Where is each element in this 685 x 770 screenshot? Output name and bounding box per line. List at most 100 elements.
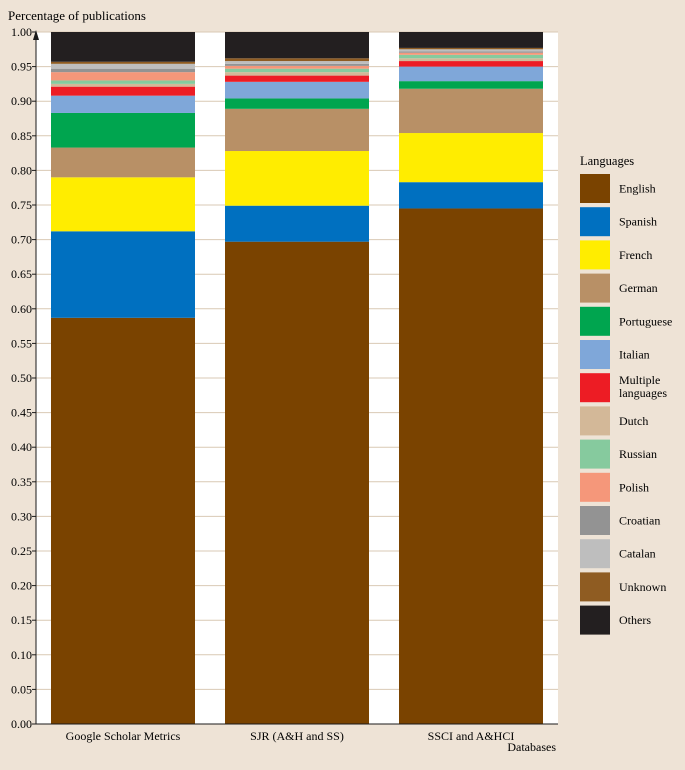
bar-segment-portuguese xyxy=(399,81,543,89)
bar-segment-others xyxy=(225,32,369,59)
legend-swatch-catalan xyxy=(580,539,610,569)
legend-label: Dutch xyxy=(619,414,648,428)
bar-segment-english xyxy=(399,208,543,724)
bar-segment-others xyxy=(399,32,543,48)
legend-swatch-unknown xyxy=(580,572,610,602)
bar-segment-russian xyxy=(51,80,195,84)
bar-segment-dutch xyxy=(399,58,543,62)
legend-label: Russian xyxy=(619,447,657,461)
bar-segment-german xyxy=(51,147,195,178)
y-tick-label: 0.55 xyxy=(11,336,32,350)
bar-segment-unknown xyxy=(399,47,543,50)
bar-segment-croatian xyxy=(51,68,195,73)
x-axis-label: Databases xyxy=(507,740,556,754)
bar-segment-unknown xyxy=(225,58,369,62)
y-tick-label: 0.40 xyxy=(11,440,32,454)
y-tick-label: 0.35 xyxy=(11,475,32,489)
bar-segment-unknown xyxy=(51,61,195,64)
legend-label: Italian xyxy=(619,348,650,362)
bars-group xyxy=(51,32,543,724)
legend-label: Unknown xyxy=(619,580,666,594)
bar-segment-italian xyxy=(51,95,195,113)
y-tick-label: 0.60 xyxy=(11,302,32,316)
y-tick-label: 0.25 xyxy=(11,544,32,558)
x-tick-label: SJR (A&H and SS) xyxy=(250,729,344,743)
legend-label: French xyxy=(619,248,652,262)
bar-segment-spanish xyxy=(399,182,543,209)
bar-segment-english xyxy=(51,317,195,724)
bar-segment-french xyxy=(399,133,543,183)
bar-segment-multiple-languages xyxy=(225,75,369,82)
legend-swatch-russian xyxy=(580,439,610,469)
y-tick-label: 0.65 xyxy=(11,267,32,281)
y-tick-label: 0.70 xyxy=(11,233,32,247)
legend-swatch-english xyxy=(580,174,610,203)
y-tick-label: 0.75 xyxy=(11,198,32,212)
legend-swatch-portuguese xyxy=(580,306,610,336)
bar-segment-polish xyxy=(51,72,195,81)
legend-label: Multiple languages xyxy=(619,373,667,400)
bar-segment-dutch xyxy=(225,72,369,76)
axes xyxy=(33,30,558,725)
legend-swatch-croatian xyxy=(580,506,610,535)
x-tick-label: SSCI and A&HCI xyxy=(428,729,515,743)
y-tick-label: 0.45 xyxy=(11,406,32,420)
x-tick-label: Google Scholar Metrics xyxy=(66,729,181,743)
bar-segment-french xyxy=(51,177,195,232)
bar-segment-portuguese xyxy=(51,112,195,148)
bar-segment-portuguese xyxy=(225,98,369,109)
legend-label: Spanish xyxy=(619,215,657,229)
bar-segment-english xyxy=(225,241,369,724)
y-tick-label: 0.20 xyxy=(11,579,32,593)
legend-label: Catalan xyxy=(619,547,656,561)
bar-segment-croatian xyxy=(225,63,369,66)
y-tick-label: 1.00 xyxy=(11,25,32,39)
y-tick-label: 0.30 xyxy=(11,509,32,523)
y-axis-arrow-icon xyxy=(33,30,39,40)
y-tick-label: 0.80 xyxy=(11,163,32,177)
bar-segment-french xyxy=(225,151,369,206)
legend-label: German xyxy=(619,281,658,295)
legend-label: Polish xyxy=(619,480,649,494)
bar-segment-german xyxy=(225,108,369,152)
y-axis-label: Percentage of publications xyxy=(8,8,146,23)
y-tick-label: 0.15 xyxy=(11,613,32,627)
y-tick-label: 0.10 xyxy=(11,648,32,662)
bar-segment-catalan xyxy=(225,61,369,64)
bar-segment-catalan xyxy=(51,63,195,69)
bar-segment-others xyxy=(51,32,195,62)
legend-swatch-multiple-languages xyxy=(580,373,610,403)
bar-segment-russian xyxy=(399,54,543,59)
y-tick-label: 0.00 xyxy=(11,717,32,731)
bar-segment-croatian xyxy=(399,51,543,53)
bar-segment-catalan xyxy=(399,49,543,52)
y-tick-label: 0.50 xyxy=(11,371,32,385)
bar-segment-dutch xyxy=(51,83,195,87)
legend-swatch-italian xyxy=(580,340,610,369)
legend-swatch-others xyxy=(580,605,610,635)
legend-swatch-dutch xyxy=(580,406,610,436)
bar-segment-russian xyxy=(225,68,369,73)
x-tick-labels: Google Scholar Metrics SJR (A&H and SS) SS… xyxy=(66,729,515,743)
bar-segment-italian xyxy=(399,66,543,82)
bar-segment-polish xyxy=(225,65,369,69)
legend-swatch-polish xyxy=(580,472,610,502)
y-tick-label: 0.95 xyxy=(11,60,32,74)
bar-segment-german xyxy=(399,88,543,134)
legend-swatch-german xyxy=(580,273,610,303)
y-tick-label: 0.90 xyxy=(11,94,32,108)
legend-label: Others xyxy=(619,613,651,627)
bar-segment-multiple-languages xyxy=(51,86,195,96)
y-tick-label: 0.05 xyxy=(11,682,32,696)
legend-label: Croatian xyxy=(619,514,660,528)
legend-label: English xyxy=(619,182,656,196)
bar-segment-spanish xyxy=(51,231,195,318)
legend-swatch-spanish xyxy=(580,207,610,237)
bar-segment-multiple-languages xyxy=(399,61,543,67)
y-tick-labels: 0.00 0.05 0.10 0.15 0.20 0.25 0.30 0.35 0.40 0.45… xyxy=(11,25,32,731)
legend: Languages English Spanish French German Port… xyxy=(580,154,672,635)
legend-title: Languages xyxy=(580,154,634,168)
y-tick-label: 0.85 xyxy=(11,129,32,143)
bar-segment-italian xyxy=(225,81,369,99)
